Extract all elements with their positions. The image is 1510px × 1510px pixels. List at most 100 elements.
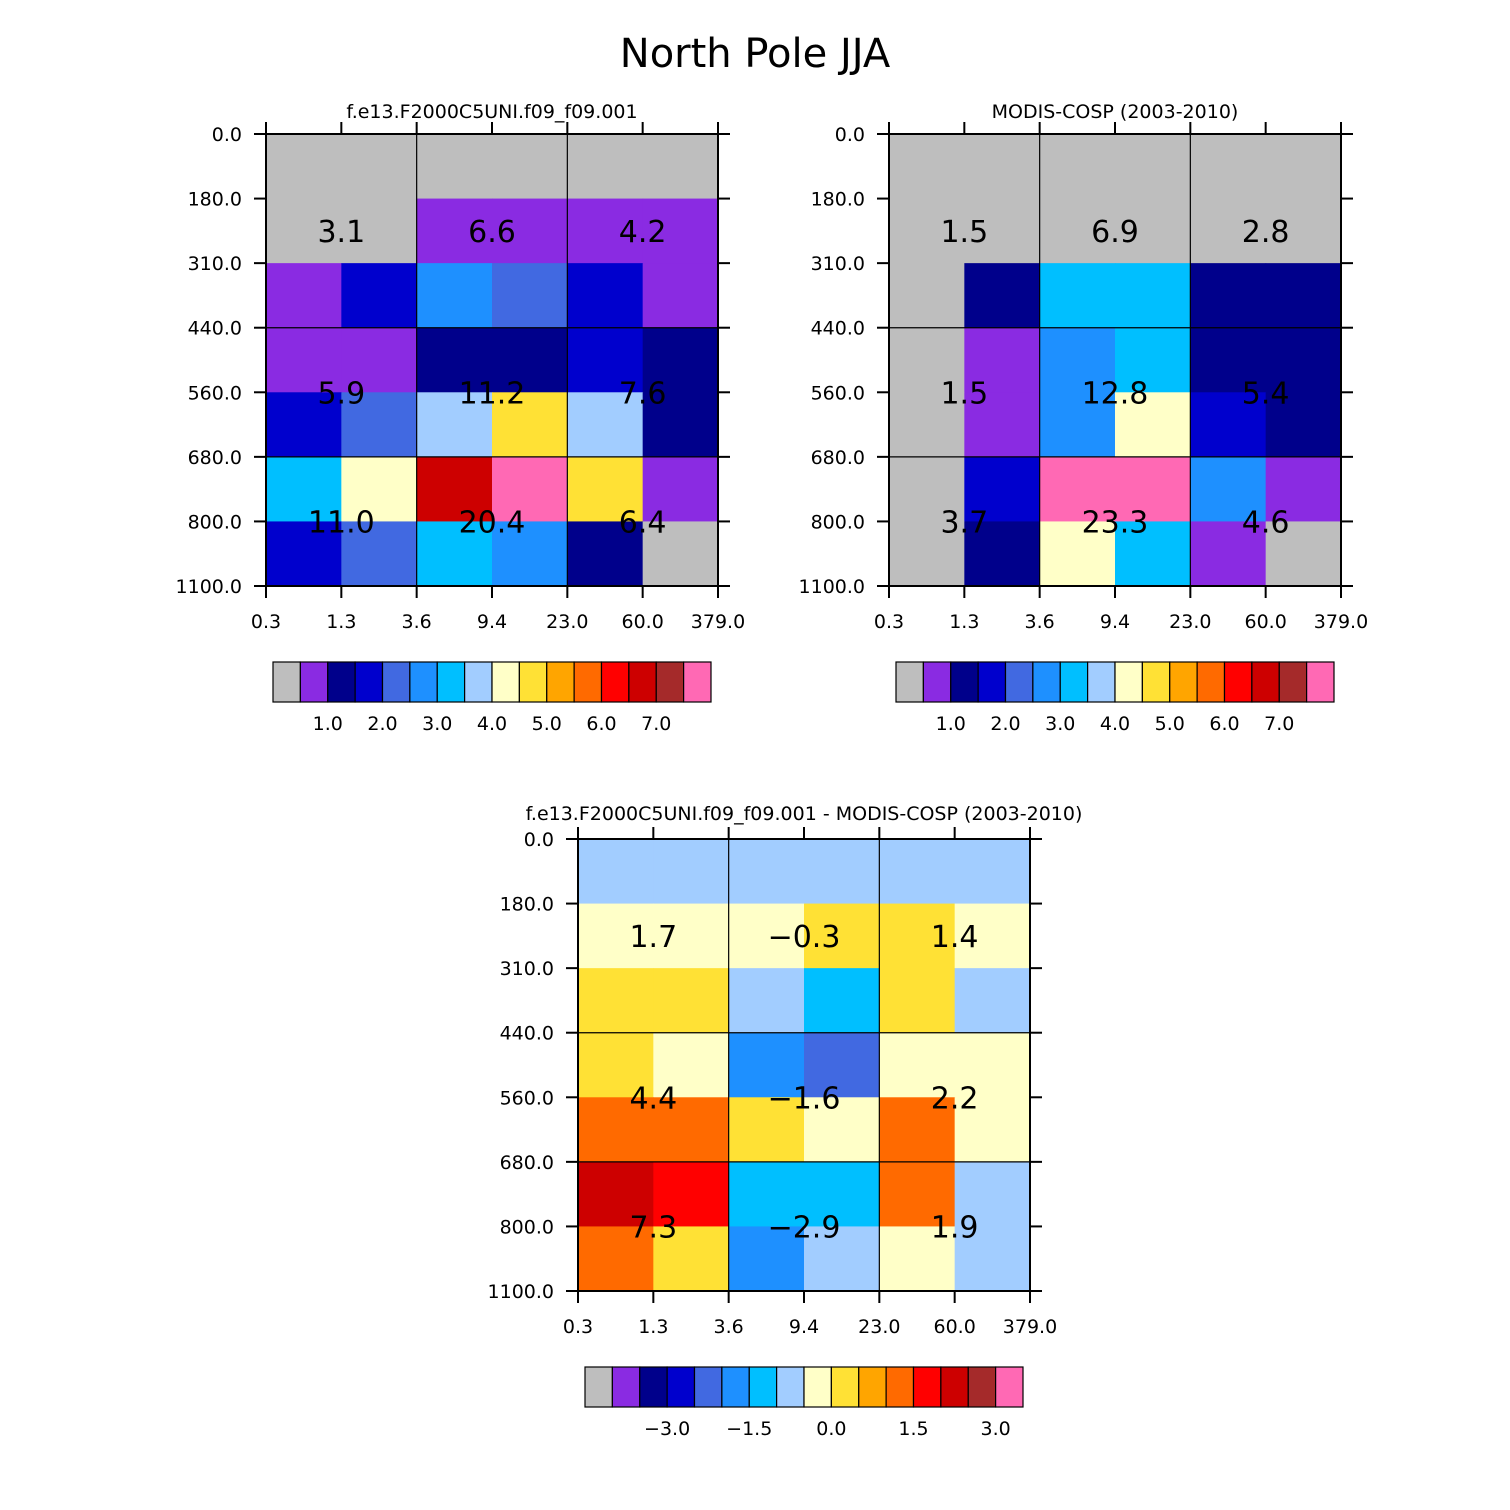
colorbar-swatch [409,661,438,703]
heatmap-cell [492,327,568,393]
block-total-label: 7.6 [619,376,667,411]
heatmap-cell [567,263,644,329]
colorbar-swatch [1306,661,1335,703]
colorbar-swatch [1169,661,1198,703]
colorbar-swatch [748,1366,778,1408]
block-total-label: 1.9 [931,1210,979,1245]
y-tick-label: 560.0 [188,382,242,404]
y-tick-label: 310.0 [811,253,865,275]
x-tick-label: 3.6 [714,1316,744,1338]
block-total-label: 7.3 [629,1210,677,1245]
heatmap-cell [266,521,342,587]
heatmap-cell [653,1097,730,1163]
heatmap-cell [416,134,493,200]
heatmap-cell [954,1032,1031,1098]
colorbar-label: −3.0 [644,1418,690,1440]
heatmap-cell [492,456,568,522]
y-tick-label: 1100.0 [488,1281,554,1303]
heatmap-cell [1115,521,1191,587]
colorbar-label: 3.0 [981,1418,1011,1440]
y-tick-label: 180.0 [188,189,242,211]
heatmap-cell [416,263,493,329]
y-tick-label: 440.0 [500,1023,554,1045]
colorbar-swatch [940,1366,969,1408]
block-total-label: −2.9 [768,1210,841,1245]
colorbar-label: 0.0 [816,1418,846,1440]
heatmap-cell [804,839,880,905]
colorbar-label: 5.0 [1155,713,1185,735]
block-total-label: 3.1 [317,215,365,250]
x-tick-label: 1.3 [949,611,979,633]
heatmap-cell [889,521,965,587]
heatmap-cell [266,327,342,393]
block-total-label: 1.7 [629,920,677,955]
block-total-label: 2.2 [931,1081,979,1116]
block-total-label: 1.4 [931,920,979,955]
colorbar-swatch [1196,661,1226,703]
block-total-label: 20.4 [459,505,526,540]
x-tick-label: 23.0 [546,611,588,633]
y-tick-label: 560.0 [811,382,865,404]
y-tick-label: 680.0 [811,447,865,469]
heatmap-cell [1190,263,1267,329]
heatmap-cell [954,903,1031,969]
heatmap-cell [889,198,965,264]
x-tick-label: 9.4 [477,611,507,633]
colorbar-swatch [639,1366,668,1408]
colorbar-swatch [491,661,520,703]
colorbar-label: 7.0 [641,713,671,735]
heatmap-cell [804,1097,880,1163]
x-tick-label: 23.0 [858,1316,900,1338]
colorbar-label: 4.0 [477,713,507,735]
heatmap-cell [889,134,965,200]
heatmap-cell [1190,327,1267,393]
colorbar-swatch [776,1366,805,1408]
colorbar-label: 3.0 [1045,713,1075,735]
colorbar-swatch [830,1366,860,1408]
colorbar-swatch [1004,661,1034,703]
colorbar-swatch [584,1366,613,1408]
x-tick-label: 1.3 [326,611,356,633]
heatmap-cell [1115,392,1191,458]
x-tick-label: 1.3 [638,1316,668,1338]
heatmap-cell [964,198,1041,264]
heatmap-cell [728,1226,805,1292]
panels: f.e13.F2000C5UNI.f09_f09.001 3.1 6.6 4.2 5.9… [176,101,1369,1440]
y-tick-label: 0.0 [835,124,865,146]
heatmap-cell [1039,134,1116,200]
heatmap-cell [1265,327,1342,393]
heatmap-cell [804,1226,880,1292]
colorbar-swatch [912,1366,942,1408]
heatmap-cell [1115,263,1191,329]
y-tick-label: 0.0 [212,124,242,146]
panel-title: MODIS-COSP (2003-2010) [992,101,1239,123]
heatmap-cell [1115,327,1191,393]
x-tick-label: 9.4 [1100,611,1130,633]
heatmap-cell [804,968,880,1034]
heatmap-cell [642,456,719,522]
heatmap-cell [879,968,956,1034]
colorbar-swatch [1141,661,1171,703]
y-tick-label: 800.0 [188,511,242,533]
block-total-label: 6.4 [619,505,667,540]
colorbar-swatch [299,661,329,703]
heatmap-cell [1039,456,1116,522]
x-tick-label: 3.6 [1025,611,1055,633]
colorbar-swatch [885,1366,915,1408]
heatmap-cell [578,968,654,1034]
block-total-label: 12.8 [1082,376,1149,411]
x-tick-label: 0.3 [874,611,904,633]
colorbar-swatch [895,661,924,703]
y-tick-label: 180.0 [500,894,554,916]
heatmap-cell [1265,392,1342,458]
heatmap-cell [642,327,719,393]
heatmap-cell [266,392,342,458]
heatmap-cell [728,968,805,1034]
colorbar-swatch [721,1366,750,1408]
heatmap-cell [567,456,644,522]
heatmap-cell [492,263,568,329]
colorbar: −3.0 −1.5 0.0 1.5 3.0 [584,1366,1024,1440]
heatmap-cell [653,1226,730,1292]
colorbar-swatch [354,661,384,703]
